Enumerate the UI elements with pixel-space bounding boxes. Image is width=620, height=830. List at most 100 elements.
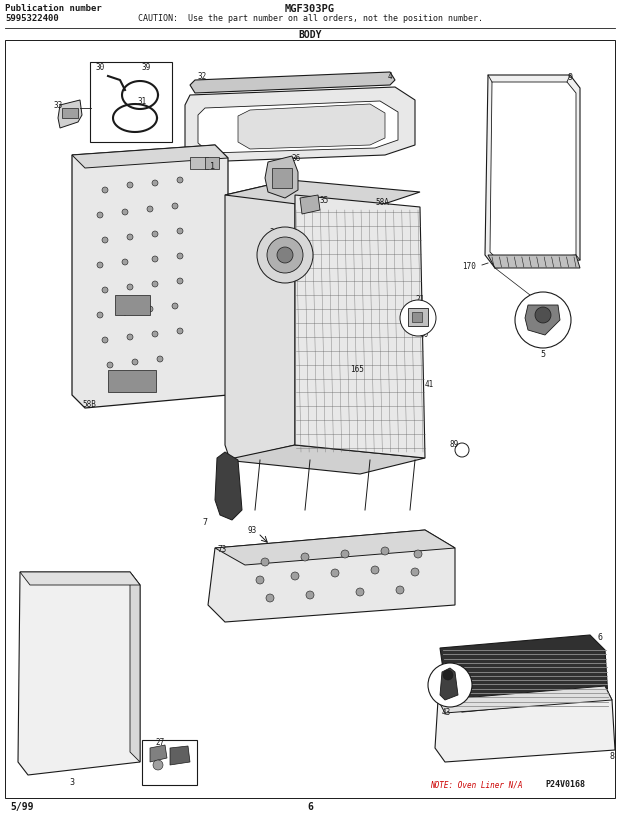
Text: 1: 1 (210, 162, 215, 171)
Text: 5995322400: 5995322400 (5, 14, 59, 23)
Circle shape (172, 303, 178, 309)
Circle shape (356, 588, 364, 596)
Polygon shape (238, 104, 385, 149)
Circle shape (127, 234, 133, 240)
Circle shape (172, 203, 178, 209)
Polygon shape (488, 255, 580, 268)
Text: 58A: 58A (375, 198, 389, 207)
Polygon shape (185, 87, 415, 162)
Text: 32: 32 (198, 72, 207, 81)
Circle shape (443, 670, 453, 680)
Text: 33: 33 (54, 101, 63, 110)
Bar (412, 312, 422, 322)
Circle shape (257, 227, 313, 283)
Polygon shape (130, 572, 140, 762)
Text: CAUTION:  Use the part number on all orders, not the position number.: CAUTION: Use the part number on all orde… (138, 14, 482, 23)
Text: 39: 39 (142, 63, 151, 72)
Circle shape (177, 253, 183, 259)
Circle shape (428, 663, 472, 707)
Circle shape (102, 237, 108, 243)
Bar (142, 740, 197, 785)
Circle shape (147, 306, 153, 312)
Bar (272, 168, 292, 188)
Text: 41: 41 (425, 380, 434, 389)
Text: 93: 93 (248, 526, 257, 535)
Circle shape (132, 359, 138, 365)
Circle shape (301, 553, 309, 561)
Circle shape (256, 576, 264, 584)
Polygon shape (225, 180, 295, 460)
Text: 8: 8 (610, 752, 615, 761)
Text: 30: 30 (95, 63, 104, 72)
Polygon shape (150, 745, 167, 762)
Circle shape (306, 591, 314, 599)
Circle shape (127, 284, 133, 290)
Polygon shape (440, 668, 458, 700)
Circle shape (396, 586, 404, 594)
Bar (90, 62, 172, 142)
Polygon shape (440, 635, 608, 712)
Text: 36: 36 (292, 154, 301, 163)
Circle shape (414, 550, 422, 558)
Circle shape (455, 443, 469, 457)
Circle shape (122, 259, 128, 265)
Polygon shape (198, 101, 398, 153)
Bar (115, 295, 150, 315)
Circle shape (97, 262, 103, 268)
Text: 6: 6 (598, 633, 603, 642)
Text: 5: 5 (541, 350, 546, 359)
Circle shape (157, 356, 163, 362)
Polygon shape (295, 195, 425, 458)
Text: 35: 35 (320, 196, 329, 205)
Bar (205, 157, 219, 169)
Text: 9: 9 (568, 73, 573, 82)
Polygon shape (208, 530, 455, 622)
Text: P24V0168: P24V0168 (545, 780, 585, 789)
Bar (408, 308, 428, 326)
Polygon shape (485, 75, 580, 268)
Circle shape (127, 182, 133, 188)
Circle shape (152, 331, 158, 337)
Polygon shape (225, 180, 420, 212)
Text: 7: 7 (202, 518, 207, 527)
Circle shape (400, 300, 436, 336)
Circle shape (177, 228, 183, 234)
Circle shape (152, 281, 158, 287)
Circle shape (267, 237, 303, 273)
Circle shape (122, 209, 128, 215)
Text: 89: 89 (450, 440, 459, 449)
Text: Publication number: Publication number (5, 4, 102, 13)
Text: 4: 4 (388, 72, 392, 81)
Text: BODY: BODY (298, 30, 322, 40)
Circle shape (341, 550, 349, 558)
Circle shape (102, 187, 108, 193)
Text: NOTE: Oven Liner N/A: NOTE: Oven Liner N/A (430, 780, 523, 789)
Circle shape (147, 206, 153, 212)
Text: eReplacementParts.com: eReplacementParts.com (242, 410, 378, 420)
Circle shape (177, 328, 183, 334)
Circle shape (127, 334, 133, 340)
Polygon shape (490, 82, 576, 262)
Circle shape (515, 292, 571, 348)
Circle shape (152, 180, 158, 186)
Polygon shape (215, 452, 242, 520)
Polygon shape (435, 686, 615, 762)
Polygon shape (18, 572, 140, 775)
Circle shape (122, 309, 128, 315)
Circle shape (97, 312, 103, 318)
Text: 43: 43 (442, 708, 451, 717)
Text: 27: 27 (155, 738, 164, 747)
Polygon shape (225, 445, 425, 474)
Text: 21: 21 (415, 295, 424, 304)
Circle shape (535, 307, 551, 323)
Text: 3: 3 (69, 778, 74, 787)
Text: 73: 73 (218, 545, 228, 554)
Circle shape (371, 566, 379, 574)
Circle shape (107, 362, 113, 368)
Bar (190, 157, 208, 169)
Circle shape (153, 760, 163, 770)
Polygon shape (58, 100, 82, 128)
Polygon shape (72, 145, 228, 168)
Text: 60: 60 (420, 330, 429, 339)
Circle shape (177, 278, 183, 284)
